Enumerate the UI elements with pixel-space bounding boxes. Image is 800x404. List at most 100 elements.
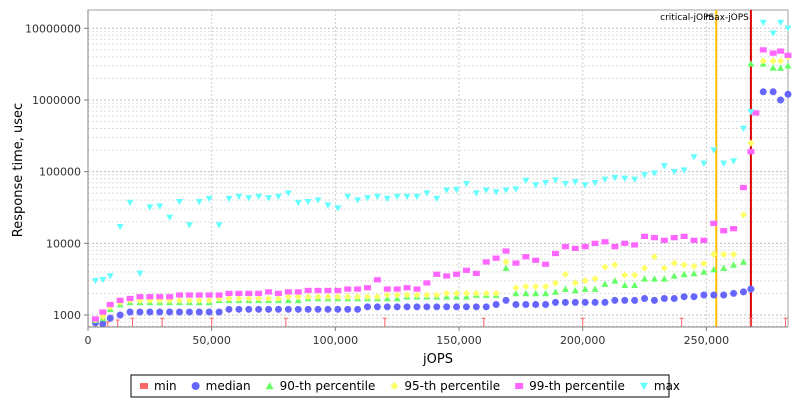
- data-point: [591, 298, 599, 306]
- data-point: [542, 282, 550, 290]
- data-point: [205, 296, 213, 304]
- data-point: [423, 280, 431, 286]
- data-point: [462, 180, 470, 188]
- data-point: [106, 314, 114, 322]
- data-point: [581, 298, 589, 306]
- data-point: [502, 187, 510, 194]
- data-point: [690, 154, 698, 161]
- data-point: [314, 197, 322, 204]
- data-point: [492, 189, 500, 196]
- data-point: [166, 294, 174, 300]
- data-point: [294, 199, 302, 207]
- data-point: [294, 289, 302, 295]
- data-point: [185, 296, 193, 304]
- data-point: [650, 235, 658, 241]
- data-point: [314, 293, 322, 301]
- x-axis-title: jOPS: [422, 352, 453, 367]
- y-axis-title: Response time, usec: [11, 103, 26, 237]
- data-point: [759, 47, 767, 53]
- data-point: [403, 291, 411, 299]
- data-point: [601, 263, 609, 271]
- data-point: [561, 243, 569, 250]
- data-point: [492, 289, 500, 297]
- legend-label: 90-th percentile: [280, 379, 376, 393]
- data-point: [680, 167, 688, 174]
- data-point: [364, 195, 372, 202]
- data-point: [304, 198, 312, 206]
- data-point: [255, 290, 263, 297]
- data-point: [472, 190, 480, 197]
- data-point: [650, 170, 658, 177]
- data-point: [512, 284, 520, 292]
- data-point: [591, 179, 599, 187]
- data-point: [403, 193, 411, 201]
- data-point: [680, 233, 688, 239]
- data-point: [720, 228, 728, 234]
- data-point: [700, 291, 708, 299]
- data-point: [710, 220, 718, 226]
- data-point: [561, 298, 569, 306]
- data-point: [472, 303, 480, 311]
- data-point: [195, 296, 203, 304]
- data-point: [739, 258, 747, 265]
- data-point: [294, 293, 302, 301]
- data-point: [700, 237, 708, 243]
- data-point: [205, 308, 213, 316]
- data-point: [205, 292, 213, 298]
- data-point: [777, 64, 785, 71]
- data-point: [166, 214, 174, 221]
- data-point: [304, 287, 312, 294]
- data-point: [680, 270, 688, 278]
- x-tick-label: 150,000: [436, 334, 482, 347]
- y-tick-label: 1000: [53, 309, 81, 322]
- data-point: [777, 19, 785, 27]
- data-point: [324, 305, 332, 313]
- data-point: [769, 50, 777, 56]
- data-point: [126, 199, 134, 207]
- data-point: [739, 211, 747, 219]
- data-point: [690, 237, 698, 243]
- data-point: [747, 60, 755, 67]
- axes: 0 50,000 100,000 150,000 200,000 250,000 1000 1…: [25, 10, 788, 347]
- data-point: [784, 25, 792, 32]
- data-point: [146, 294, 154, 300]
- data-point: [383, 291, 391, 299]
- data-point: [631, 242, 639, 248]
- data-point: [532, 257, 540, 263]
- data-point: [532, 182, 540, 189]
- data-point: [433, 271, 441, 277]
- data-point: [423, 303, 431, 311]
- data-point: [136, 270, 144, 277]
- data-point: [680, 293, 688, 301]
- legend: min median 90-th percentile 95-th percentil…: [130, 374, 680, 398]
- data-point: [571, 286, 579, 294]
- data-point: [720, 250, 728, 258]
- data-point: [601, 176, 609, 183]
- data-point: [512, 260, 520, 266]
- data-point: [364, 303, 372, 311]
- data-point: [185, 292, 193, 298]
- data-point: [700, 268, 708, 275]
- y-tick-label: 1000000: [32, 94, 81, 107]
- data-point: [304, 305, 312, 313]
- series-max: [91, 19, 792, 285]
- data-point: [354, 197, 362, 204]
- data-point: [462, 289, 470, 297]
- data-point: [542, 301, 550, 309]
- data-point: [146, 204, 154, 211]
- data-point: [641, 294, 649, 302]
- legend-label: max: [654, 379, 680, 393]
- data-point: [433, 291, 441, 299]
- legend-label: 95-th percentile: [404, 379, 500, 393]
- data-point: [274, 294, 282, 302]
- data-point: [284, 305, 292, 313]
- data-point: [413, 193, 421, 201]
- data-point: [265, 294, 273, 302]
- data-point: [611, 261, 619, 269]
- data-point: [324, 287, 332, 294]
- data-point: [255, 294, 263, 302]
- x-tick-label: 250,000: [684, 334, 730, 347]
- data-point: [551, 288, 559, 295]
- data-point: [621, 240, 629, 246]
